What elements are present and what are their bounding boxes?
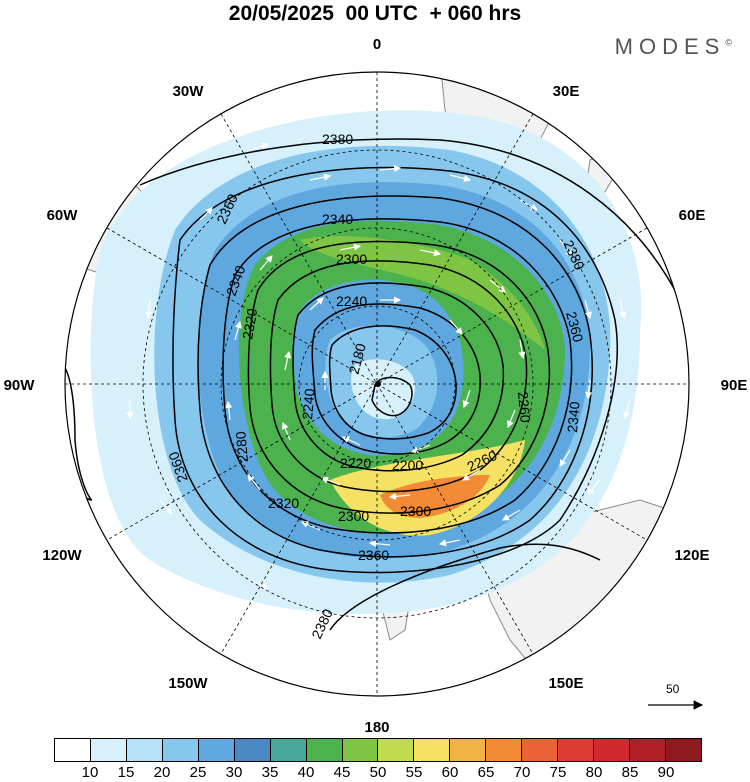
wind-vectors	[126, 142, 631, 589]
colorbar-tick-label: 80	[585, 764, 603, 781]
contour-label: 2320	[268, 495, 299, 511]
longitude-label: 150W	[168, 675, 208, 692]
map-title: 20/05/2025 00 UTC + 060 hrs	[228, 2, 522, 25]
colorbar-tick-label: 40	[297, 764, 315, 781]
colorbar-cell	[665, 739, 701, 761]
colorbar-cell	[126, 739, 163, 761]
longitude-label: 120E	[674, 547, 709, 564]
contour-label: 2380	[322, 131, 353, 147]
longitude-label: 180	[364, 719, 389, 736]
colorbar-cell	[594, 739, 630, 761]
wind-speed-colorbar	[54, 738, 702, 762]
colorbar-tick-label: 65	[477, 764, 495, 781]
contour-label: 2300	[336, 251, 367, 267]
colorbar-tick-label: 30	[225, 764, 243, 781]
colorbar-tick-label: 50	[369, 764, 387, 781]
contour-label: 2180	[345, 341, 369, 375]
longitude-label: 150E	[548, 675, 583, 692]
contour-label: 2240	[299, 388, 318, 421]
colorbar-cell	[486, 739, 523, 761]
contour-label: 2340	[322, 211, 353, 227]
longitude-label: 30E	[553, 83, 580, 100]
colorbar-cell	[378, 739, 415, 761]
contour-label: 2300	[400, 503, 431, 519]
contour-label: 2340	[564, 401, 583, 434]
longitude-label: 60W	[47, 207, 79, 224]
colorbar-cell	[450, 739, 487, 761]
geopotential-contours	[65, 138, 689, 631]
longitude-label: 120W	[42, 547, 82, 564]
longitude-label: 30W	[173, 83, 205, 100]
contour-label: 2240	[336, 293, 367, 309]
colorbar-cell	[630, 739, 666, 761]
wind-speed-65	[380, 475, 490, 518]
brand-logo: MODES©	[615, 34, 732, 60]
colorbar-tick-label: 75	[549, 764, 567, 781]
reference-vector: 50	[646, 682, 706, 722]
contour-label: 2320	[239, 307, 260, 341]
contour-label: 2200	[392, 457, 423, 473]
colorbar-cell	[306, 739, 343, 761]
colorbar-tick-label: 85	[621, 764, 639, 781]
colorbar-tick-labels: 10 15 20 25 30 35 40 45 50 55 60 65 70 75 80 85 90	[54, 762, 702, 782]
contour-label: 2260	[515, 391, 534, 424]
colorbar-cell	[414, 739, 451, 761]
map-disk	[65, 72, 689, 696]
wind-speed-inner-10	[351, 359, 416, 420]
colorbar-tick-label: 25	[189, 764, 207, 781]
colorbar-tick-label: 10	[81, 764, 99, 781]
colorbar-cell	[234, 739, 271, 761]
longitude-label: 0	[373, 36, 381, 53]
map-boundary	[64, 71, 690, 697]
colorbar-cell	[342, 739, 379, 761]
colorbar-tick-label: 45	[333, 764, 351, 781]
contour-label: 2360	[563, 310, 587, 344]
reference-arrow-icon	[648, 700, 704, 710]
contour-label-group: 2380 2360 2340 2300 2380 2340 2320 2240 …	[165, 131, 588, 641]
copyright-mark: ©	[725, 37, 732, 48]
colorbar-cell	[270, 739, 307, 761]
reference-vector-label: 50	[666, 682, 680, 696]
colorbar-tick-label: 15	[117, 764, 135, 781]
colorbar-cell	[522, 739, 559, 761]
longitude-label: 60E	[679, 207, 706, 224]
colorbar-tick-label: 20	[153, 764, 171, 781]
contour-label: 2300	[338, 508, 369, 524]
longitude-label: 90W	[4, 377, 36, 394]
colorbar-cell	[90, 739, 127, 761]
colorbar-cell	[55, 739, 91, 761]
longitude-label-group: 0 30W 30E 60W 60E 90W 90E 120W 120E 150W…	[4, 36, 748, 736]
colorbar-tick-label: 70	[513, 764, 531, 781]
colorbar-tick-label: 90	[657, 764, 675, 781]
longitude-label: 90E	[721, 377, 748, 394]
colorbar-cell	[558, 739, 595, 761]
contour-label: 2360	[358, 547, 389, 563]
colorbar-tick-label: 35	[261, 764, 279, 781]
colorbar-tick-label: 55	[405, 764, 423, 781]
contour-label: 2280	[232, 430, 251, 463]
colorbar-cell	[198, 739, 235, 761]
wind-speed-50	[300, 236, 545, 350]
colorbar-cell	[162, 739, 199, 761]
contour-label: 2220	[340, 455, 371, 471]
south-pole-marker	[375, 381, 381, 387]
brand-name: MODES	[614, 34, 726, 59]
colorbar-tick-label: 60	[441, 764, 459, 781]
